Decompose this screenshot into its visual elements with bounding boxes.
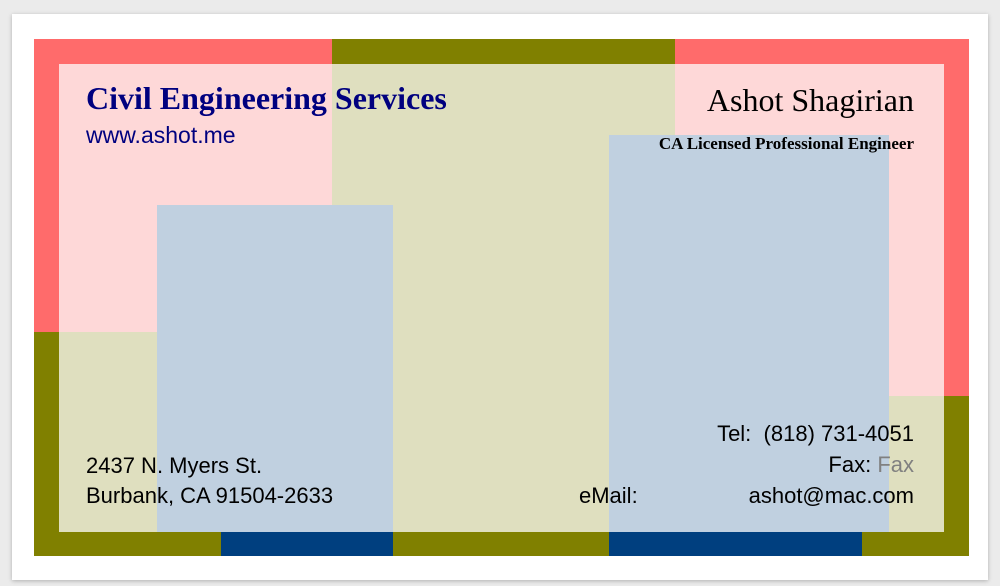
fax-row: Fax: Fax: [828, 452, 914, 478]
panel-blue-left: [157, 205, 393, 532]
fax-label: Fax:: [828, 452, 872, 477]
address-line1: 2437 N. Myers St.: [86, 453, 263, 478]
email-label: eMail:: [579, 483, 638, 508]
business-card: Civil Engineering Services www.ashot.me …: [34, 39, 969, 556]
email-value[interactable]: ashot@mac.com: [748, 483, 914, 508]
tel-value: (818) 731-4051: [763, 421, 914, 446]
panel-blue-right: [609, 135, 889, 532]
person-name: Ashot Shagirian: [706, 82, 914, 118]
fax-value: Fax: [877, 452, 914, 477]
panel-blue-bottom-right: [862, 396, 889, 532]
panel-khaki-bottom-right: [889, 396, 944, 532]
address-line2: Burbank, CA 91504-2633: [86, 483, 334, 508]
tel-row: Tel: (818) 731-4051: [717, 421, 914, 447]
website-link[interactable]: www.ashot.me: [86, 122, 236, 148]
person-title: CA Licensed Professional Engineer: [658, 134, 914, 153]
company-name: Civil Engineering Services: [86, 80, 447, 116]
tel-label: Tel:: [717, 421, 752, 446]
